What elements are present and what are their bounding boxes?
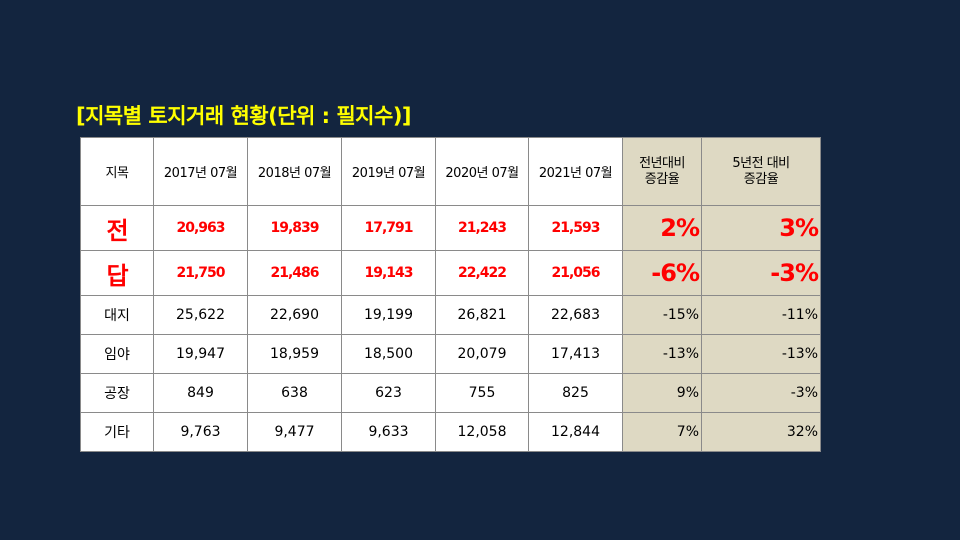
table-row: 대지 25,622 22,690 19,199 26,821 22,683 -1… bbox=[80, 295, 821, 335]
cell-value: 638 bbox=[247, 373, 342, 413]
table-row: 임야 19,947 18,959 18,500 20,079 17,413 -1… bbox=[80, 334, 821, 374]
cell-five-year-change: -13% bbox=[701, 334, 821, 374]
cell-value: 20,079 bbox=[435, 334, 529, 374]
row-category: 임야 bbox=[80, 334, 154, 374]
cell-value: 19,143 bbox=[341, 250, 436, 296]
cell-value: 755 bbox=[435, 373, 529, 413]
cell-value: 17,413 bbox=[528, 334, 623, 374]
row-category: 기타 bbox=[80, 412, 154, 452]
cell-value: 19,839 bbox=[247, 205, 342, 251]
cell-yoy-change: 7% bbox=[622, 412, 702, 452]
cell-value: 12,844 bbox=[528, 412, 623, 452]
header-year-2018: 2018년 07월 bbox=[247, 137, 342, 206]
cell-value: 21,593 bbox=[528, 205, 623, 251]
table-row: 기타 9,763 9,477 9,633 12,058 12,844 7% 32… bbox=[80, 412, 821, 452]
cell-value: 22,683 bbox=[528, 295, 623, 335]
header-five-line1: 5년전 대비 bbox=[732, 155, 790, 171]
row-category: 답 bbox=[80, 250, 154, 296]
cell-value: 9,763 bbox=[153, 412, 248, 452]
page-title: [지목별 토지거래 현황(단위 : 필지수)] bbox=[76, 104, 412, 128]
cell-five-year-change: -3% bbox=[701, 373, 821, 413]
cell-value: 25,622 bbox=[153, 295, 248, 335]
cell-value: 19,947 bbox=[153, 334, 248, 374]
land-transaction-table: 지목 2017년 07월 2018년 07월 2019년 07월 2020년 0… bbox=[80, 137, 821, 452]
header-category: 지목 bbox=[80, 137, 154, 206]
cell-yoy-change: -6% bbox=[622, 250, 702, 296]
cell-five-year-change: -3% bbox=[701, 250, 821, 296]
row-category: 공장 bbox=[80, 373, 154, 413]
cell-yoy-change: -15% bbox=[622, 295, 702, 335]
table-row: 공장 849 638 623 755 825 9% -3% bbox=[80, 373, 821, 413]
cell-value: 9,477 bbox=[247, 412, 342, 452]
header-five-line2: 증감율 bbox=[743, 171, 779, 187]
cell-value: 17,791 bbox=[341, 205, 436, 251]
header-row: 지목 2017년 07월 2018년 07월 2019년 07월 2020년 0… bbox=[80, 137, 821, 206]
cell-value: 21,056 bbox=[528, 250, 623, 296]
cell-value: 623 bbox=[341, 373, 436, 413]
table-row: 답 21,750 21,486 19,143 22,422 21,056 -6%… bbox=[80, 250, 821, 296]
cell-five-year-change: -11% bbox=[701, 295, 821, 335]
header-yoy-line2: 증감율 bbox=[644, 171, 680, 187]
cell-value: 825 bbox=[528, 373, 623, 413]
cell-value: 22,422 bbox=[435, 250, 529, 296]
row-category: 대지 bbox=[80, 295, 154, 335]
header-year-2017: 2017년 07월 bbox=[153, 137, 248, 206]
header-five-year-change: 5년전 대비 증감율 bbox=[701, 137, 821, 206]
cell-value: 849 bbox=[153, 373, 248, 413]
cell-value: 19,199 bbox=[341, 295, 436, 335]
cell-yoy-change: -13% bbox=[622, 334, 702, 374]
header-yoy-change: 전년대비 증감율 bbox=[622, 137, 702, 206]
cell-value: 21,243 bbox=[435, 205, 529, 251]
cell-value: 26,821 bbox=[435, 295, 529, 335]
cell-value: 20,963 bbox=[153, 205, 248, 251]
cell-value: 21,486 bbox=[247, 250, 342, 296]
cell-value: 9,633 bbox=[341, 412, 436, 452]
cell-value: 18,959 bbox=[247, 334, 342, 374]
row-category: 전 bbox=[80, 205, 154, 251]
cell-yoy-change: 2% bbox=[622, 205, 702, 251]
header-year-2021: 2021년 07월 bbox=[528, 137, 623, 206]
header-year-2019: 2019년 07월 bbox=[341, 137, 436, 206]
cell-value: 21,750 bbox=[153, 250, 248, 296]
cell-value: 18,500 bbox=[341, 334, 436, 374]
cell-five-year-change: 32% bbox=[701, 412, 821, 452]
table-row: 전 20,963 19,839 17,791 21,243 21,593 2% … bbox=[80, 205, 821, 251]
cell-yoy-change: 9% bbox=[622, 373, 702, 413]
header-yoy-line1: 전년대비 bbox=[639, 155, 685, 171]
header-year-2020: 2020년 07월 bbox=[435, 137, 529, 206]
cell-value: 12,058 bbox=[435, 412, 529, 452]
cell-five-year-change: 3% bbox=[701, 205, 821, 251]
cell-value: 22,690 bbox=[247, 295, 342, 335]
